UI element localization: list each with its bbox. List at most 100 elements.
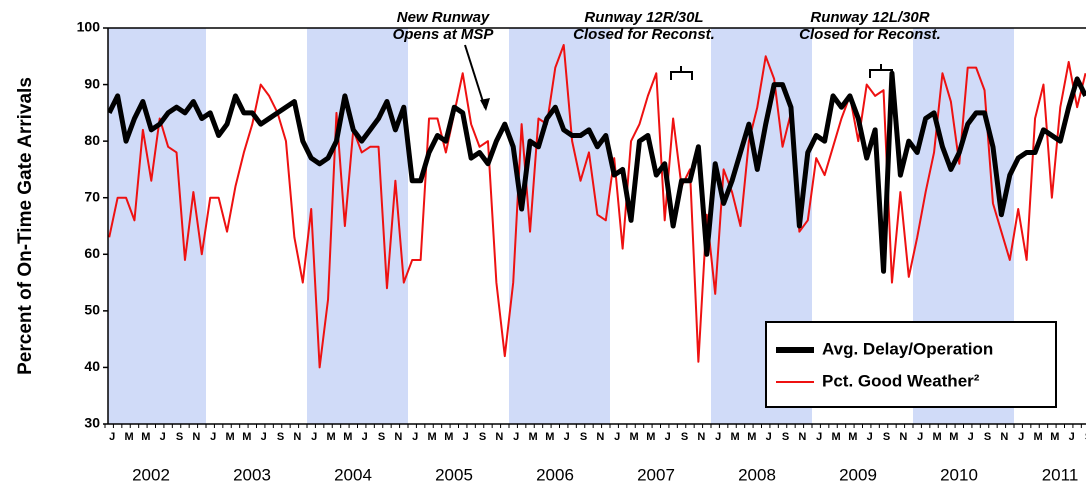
arrow-head (480, 98, 490, 111)
x-tick-label: N (394, 431, 402, 443)
x-tick-label: N (1000, 431, 1008, 443)
y-axis-label: Percent of On-Time Gate Arrivals (15, 77, 36, 375)
year-label: 2010 (940, 465, 978, 484)
x-tick-label: N (899, 431, 907, 443)
y-tick-label: 90 (84, 75, 100, 91)
x-tick-label: M (141, 431, 150, 443)
x-tick-label: N (697, 431, 705, 443)
x-tick-label: S (883, 431, 890, 443)
legend: Avg. Delay/Operation Pct. Good Weather² (765, 321, 1057, 408)
legend-label: Pct. Good Weather² (822, 371, 980, 390)
x-tick-label: J (1018, 431, 1024, 443)
y-tick-label: 70 (84, 188, 100, 204)
x-tick-label: J (261, 431, 267, 443)
y-tick-label: 30 (84, 415, 100, 431)
x-tick-label: M (326, 431, 335, 443)
legend-box (765, 321, 1057, 408)
x-tick-label: J (867, 431, 873, 443)
x-tick-label: J (362, 431, 368, 443)
x-tick-label: M (949, 431, 958, 443)
x-tick-label: M (1050, 431, 1059, 443)
x-tick-label: J (311, 431, 317, 443)
annotation: Closed for Reconst. (573, 26, 715, 43)
x-tick-label: S (984, 431, 991, 443)
x-tick-label: S (1085, 431, 1086, 443)
x-tick-label: M (629, 431, 638, 443)
x-tick-label: J (665, 431, 671, 443)
x-tick-label: J (210, 431, 216, 443)
year-label: 2008 (738, 465, 776, 484)
x-tick-label: M (444, 431, 453, 443)
year-label: 2006 (536, 465, 574, 484)
year-band (509, 28, 610, 424)
x-tick-label: S (479, 431, 486, 443)
x-tick-label: M (1033, 431, 1042, 443)
x-tick-label: J (1069, 431, 1075, 443)
annotation: Runway 12L/30R (810, 9, 929, 26)
x-tick-label: J (412, 431, 418, 443)
x-tick-label: M (545, 431, 554, 443)
x-tick-label: J (816, 431, 822, 443)
bracket (869, 64, 893, 78)
x-tick-label: M (427, 431, 436, 443)
x-tick-label: J (614, 431, 620, 443)
x-tick-label: S (782, 431, 789, 443)
x-tick-label: M (242, 431, 251, 443)
y-tick-label: 50 (84, 302, 100, 318)
annotation: Closed for Reconst. (799, 26, 941, 43)
x-tick-label: J (513, 431, 519, 443)
year-band (108, 28, 206, 424)
legend-label: Avg. Delay/Operation (822, 339, 993, 358)
x-tick-label: J (968, 431, 974, 443)
x-tick-label: M (730, 431, 739, 443)
year-label: 2002 (132, 465, 170, 484)
x-tick-label: S (277, 431, 284, 443)
annotation: Opens at MSP (393, 26, 495, 43)
year-band (307, 28, 408, 424)
x-tick-label: N (192, 431, 200, 443)
x-tick-label: M (528, 431, 537, 443)
x-tick-label: S (378, 431, 385, 443)
annotations: New Runway Opens at MSP Runway 12R/30L C… (393, 9, 941, 111)
x-tick-label: M (932, 431, 941, 443)
x-tick-label: J (766, 431, 772, 443)
x-tick-label: J (917, 431, 923, 443)
annotation: New Runway (397, 9, 490, 26)
x-tick-label: S (176, 431, 183, 443)
series-line (108, 70, 1086, 274)
x-tick-label: J (109, 431, 115, 443)
x-tick-label: N (495, 431, 503, 443)
x-tick-label: M (646, 431, 655, 443)
y-tick-label: 60 (84, 245, 100, 261)
series-line (108, 43, 1086, 369)
y-tick-label: 80 (84, 132, 100, 148)
x-tick-label: M (124, 431, 133, 443)
x-tick-label: S (580, 431, 587, 443)
x-tick-label: J (160, 431, 166, 443)
x-tick-label: J (564, 431, 570, 443)
x-tick-label: M (225, 431, 234, 443)
year-label: 2004 (334, 465, 372, 484)
x-tick-label: J (463, 431, 469, 443)
year-label: 2011 (1042, 465, 1079, 484)
x-tick-label: N (596, 431, 604, 443)
arrow (464, 44, 486, 109)
year-label: 2003 (233, 465, 271, 484)
annotation: Runway 12R/30L (584, 9, 703, 26)
x-tick-label: J (715, 431, 721, 443)
x-tick-label: S (681, 431, 688, 443)
year-label: 2009 (839, 465, 877, 484)
x-tick-label: M (343, 431, 352, 443)
y-tick-label: 40 (84, 358, 100, 374)
x-tick-label: M (848, 431, 857, 443)
bracket (670, 66, 693, 80)
x-tick-label: N (293, 431, 301, 443)
x-tick-label: M (831, 431, 840, 443)
y-tick-label: 100 (77, 19, 101, 35)
x-tick-label: N (798, 431, 806, 443)
plot (108, 43, 1086, 369)
x-tick-label: M (747, 431, 756, 443)
year-label: 2007 (637, 465, 675, 484)
year-label: 2005 (435, 465, 473, 484)
